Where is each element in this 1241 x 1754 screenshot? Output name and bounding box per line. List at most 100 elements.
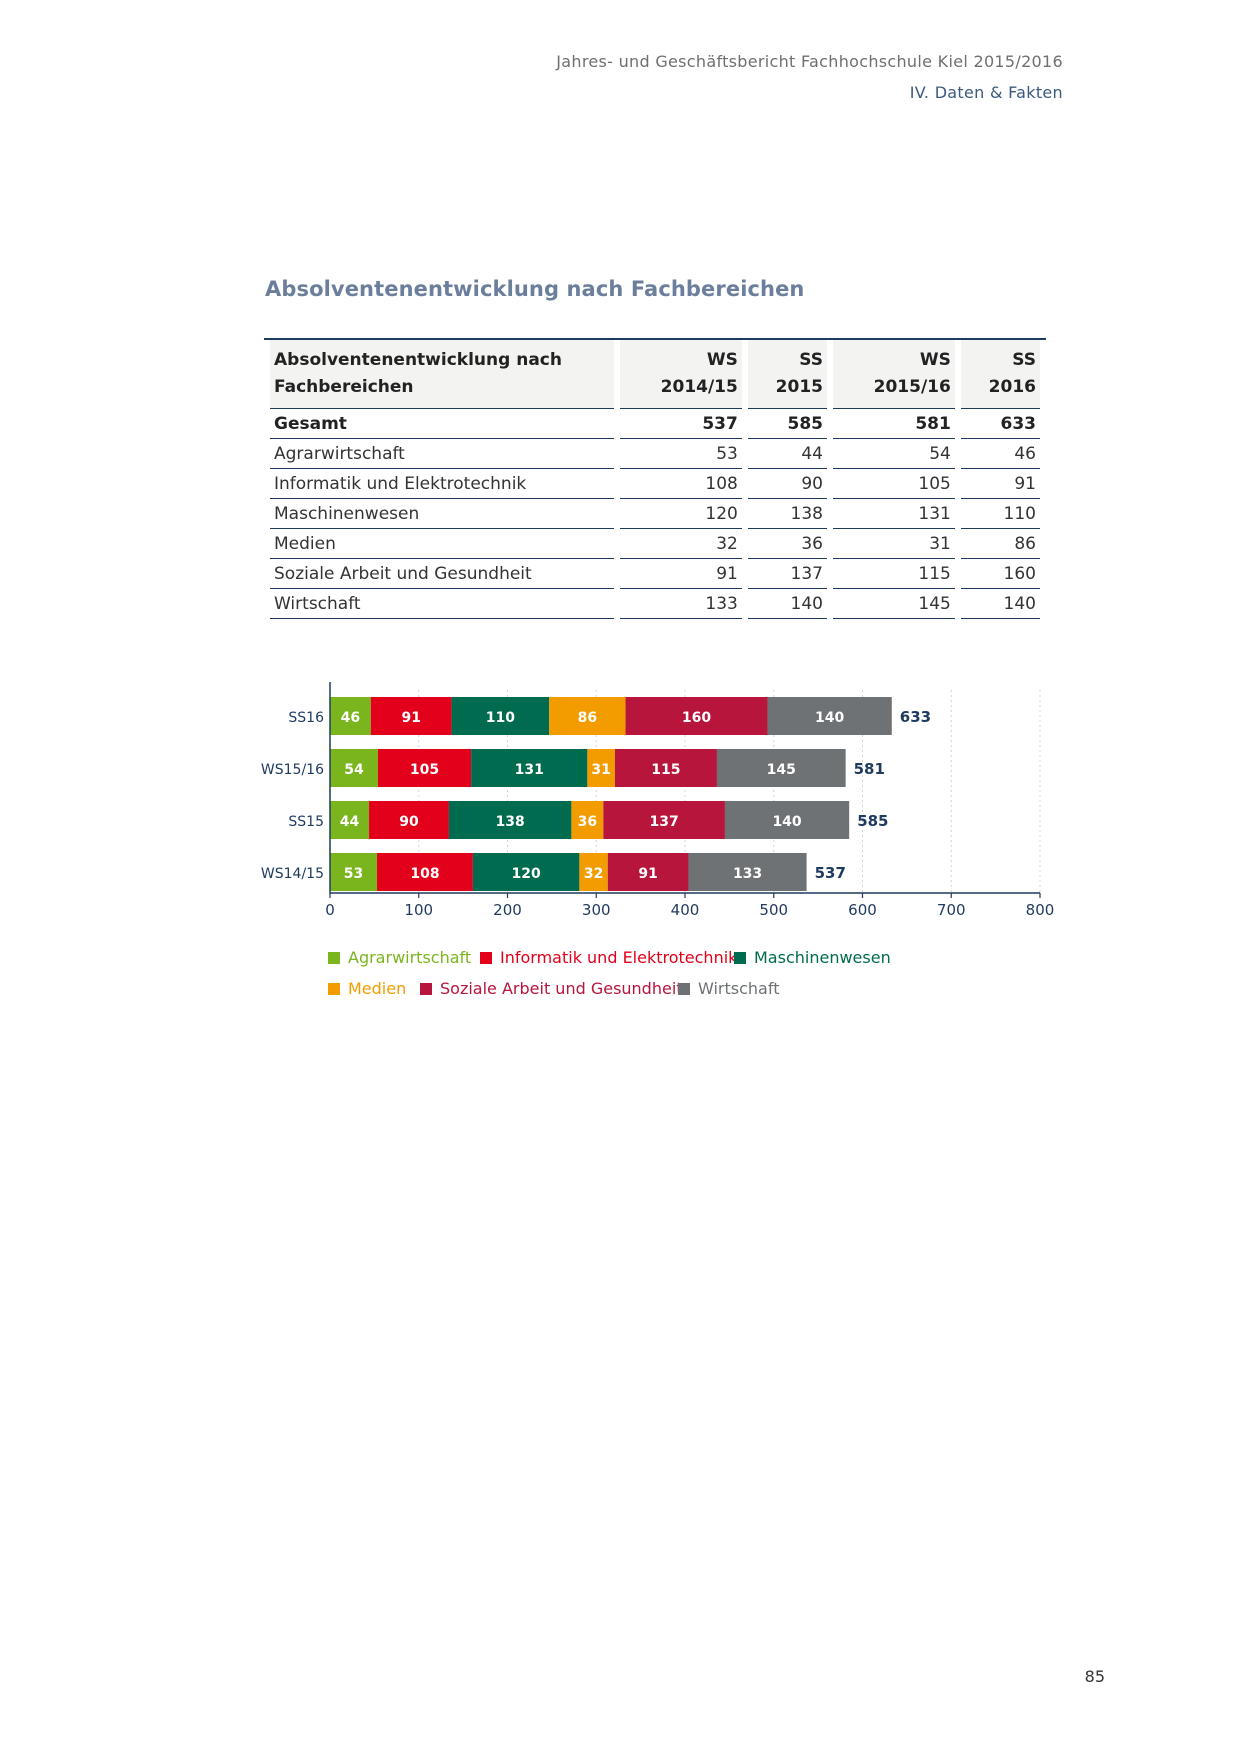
cell-value: 160 [960,559,1040,589]
bar-segment [724,801,850,839]
bar-segment [587,749,615,787]
bar-value-label: 120 [512,866,541,882]
cell-value: 110 [960,499,1040,529]
bar-value-label: 46 [341,710,360,726]
legend-label: Informatik und Elektrotechnik [500,948,738,967]
legend-swatch [328,951,340,964]
cell-value: 46 [960,439,1040,469]
bar-value-label: 86 [578,710,597,726]
cell-value: 54 [832,439,955,469]
bar-value-label: 105 [410,762,439,778]
bar-value-label: 137 [650,814,679,830]
stacked-bar-chart: 46 91 110 86 160 140 633 SS16 54 105 131 31 115 145 58… [261,682,1054,919]
cell-value: 137 [747,559,827,589]
bar-segment [330,749,378,787]
cell-value: 120 [620,499,742,529]
legend-swatch [328,982,340,995]
cell-value: 91 [960,469,1040,499]
x-tick-label: 400 [671,901,700,919]
cell-value: 131 [832,499,955,529]
column-header-line1: WS [919,350,951,370]
column-header-ws1516: WS 2015/16 [832,340,955,409]
x-tick-label: 100 [404,901,433,919]
bar-value-label: 108 [410,866,439,882]
bar-value-label: 54 [344,762,364,778]
table-header-label: Absolventenentwicklung nach Fachbereiche… [270,340,614,409]
legend-item: Informatik und Elektrotechnik [480,948,737,967]
legend-label: Agrarwirtschaft [348,948,472,967]
x-tick-label: 700 [937,901,966,919]
row-label: Maschinenwesen [270,499,614,529]
bar-value-label: 131 [515,762,544,778]
bar-value-label: 32 [584,866,603,882]
bar-value-label: 115 [651,762,680,778]
category-label: WS14/15 [261,866,324,882]
bar-segment [330,853,378,891]
row-label: Soziale Arbeit und Gesundheit [270,559,614,589]
cell-value: 133 [620,589,742,619]
bar-segment [607,853,689,891]
legend-item: Maschinenwesen [734,948,891,967]
cell-value: 31 [832,529,955,559]
bar-segment [448,801,572,839]
bar-value-label: 53 [344,866,363,882]
legend-label: Maschinenwesen [754,948,891,967]
bar-segment [603,801,725,839]
header-label-line2: Fachbereichen [274,377,414,397]
cell-value: 585 [747,409,827,439]
bar-segment [571,801,604,839]
cell-value: 90 [747,469,827,499]
bar-segment [330,697,371,735]
bar-value-label: 140 [815,710,844,726]
bar-segment [377,853,473,891]
header-label-line1: Absolventenentwicklung nach [274,350,562,370]
bar-segment [767,697,892,735]
bar-value-label: 91 [638,866,657,882]
table-header-row: Absolventenentwicklung nach Fachbereiche… [270,340,1040,409]
x-tick-label: 0 [325,901,335,919]
column-header-ss16: SS 2016 [960,340,1040,409]
cell-value: 145 [832,589,955,619]
legend-item: Agrarwirtschaft [328,948,471,967]
category-label: WS15/16 [261,762,324,778]
table-row: Informatik und Elektrotechnik 108 90 105… [270,469,1040,499]
column-header-line2: 2015 [775,377,823,397]
bar-segment [451,697,550,735]
cell-value: 115 [832,559,955,589]
cell-value: 36 [747,529,827,559]
column-header-line2: 2015/16 [873,377,951,397]
column-header-ss15: SS 2015 [747,340,827,409]
bar-value-label: 90 [399,814,419,830]
bar-segment [688,853,807,891]
cell-value: 32 [620,529,742,559]
bar-segment [625,697,768,735]
category-label: SS15 [288,814,324,830]
table-row: Medien 32 36 31 86 [270,529,1040,559]
bar-value-label: 133 [733,866,762,882]
legend-item: Medien [328,979,406,998]
cell-value: 44 [747,439,827,469]
section-title: Absolventenentwicklung nach Fachbereiche… [265,277,805,301]
row-label: Informatik und Elektrotechnik [270,469,614,499]
bar-segment [549,697,626,735]
bar-segment [579,853,608,891]
bar-value-label: 138 [496,814,525,830]
bar-segment [471,749,588,787]
bar-value-label: 91 [401,710,420,726]
column-header-line1: SS [799,350,823,370]
row-label: Wirtschaft [270,589,614,619]
cell-value: 91 [620,559,742,589]
legend-swatch [678,982,690,995]
table-row-total: Gesamt 537 585 581 633 [270,409,1040,439]
report-title: Jahres- und Geschäftsbericht Fachhochsch… [556,52,1063,71]
bar-segment [370,697,452,735]
cell-value: 581 [832,409,955,439]
graduates-table: Absolventenentwicklung nach Fachbereiche… [264,338,1046,619]
x-tick-label: 300 [582,901,611,919]
legend-swatch [480,951,492,964]
cell-value: 633 [960,409,1040,439]
column-header-line2: 2014/15 [660,377,738,397]
bar-total-label: 537 [815,864,846,882]
bar-value-label: 31 [591,762,610,778]
table-row: Wirtschaft 133 140 145 140 [270,589,1040,619]
